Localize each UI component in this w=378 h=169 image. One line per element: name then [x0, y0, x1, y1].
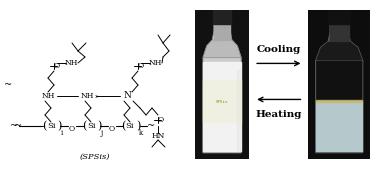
Text: k: k: [139, 129, 143, 137]
Text: j: j: [101, 129, 103, 137]
Text: ): ): [97, 121, 101, 132]
Text: SPSis: SPSis: [216, 100, 228, 104]
Text: Heating: Heating: [256, 110, 302, 119]
Text: i: i: [61, 129, 63, 137]
Bar: [203, 62, 241, 151]
Text: O: O: [158, 116, 164, 124]
Text: Cooling: Cooling: [257, 45, 301, 54]
Bar: [203, 80, 241, 122]
Bar: [330, 22, 349, 41]
Text: (SPSis): (SPSis): [80, 153, 110, 161]
Polygon shape: [316, 22, 363, 153]
Text: (: (: [42, 121, 46, 131]
Text: Si: Si: [47, 122, 55, 130]
Text: ~: ~: [147, 122, 155, 130]
Text: N: N: [123, 91, 131, 101]
Text: ): ): [57, 121, 61, 132]
Text: O: O: [54, 62, 60, 70]
Text: O: O: [109, 125, 115, 133]
Bar: [316, 100, 363, 102]
Text: Si: Si: [87, 122, 95, 130]
Text: O: O: [138, 62, 144, 70]
Bar: [213, 10, 231, 23]
Text: ): ): [136, 121, 140, 132]
Text: ~: ~: [10, 122, 18, 130]
Polygon shape: [203, 40, 241, 58]
Text: HN: HN: [151, 132, 165, 140]
Bar: [237, 70, 240, 151]
Bar: [316, 101, 363, 151]
Text: NH: NH: [64, 59, 78, 67]
Polygon shape: [316, 43, 363, 101]
Text: NH: NH: [80, 92, 94, 100]
Polygon shape: [316, 41, 363, 61]
Text: NH: NH: [41, 92, 55, 100]
Text: (: (: [82, 121, 86, 131]
Bar: [328, 10, 350, 23]
Text: O: O: [69, 125, 75, 133]
Polygon shape: [203, 22, 241, 153]
Text: ₂: ₂: [94, 92, 98, 100]
Text: (: (: [121, 121, 125, 131]
Text: Si: Si: [126, 122, 134, 130]
Text: NH: NH: [148, 59, 162, 67]
Bar: [214, 22, 230, 40]
Text: ~: ~: [4, 80, 12, 90]
Text: ~: ~: [14, 122, 22, 130]
